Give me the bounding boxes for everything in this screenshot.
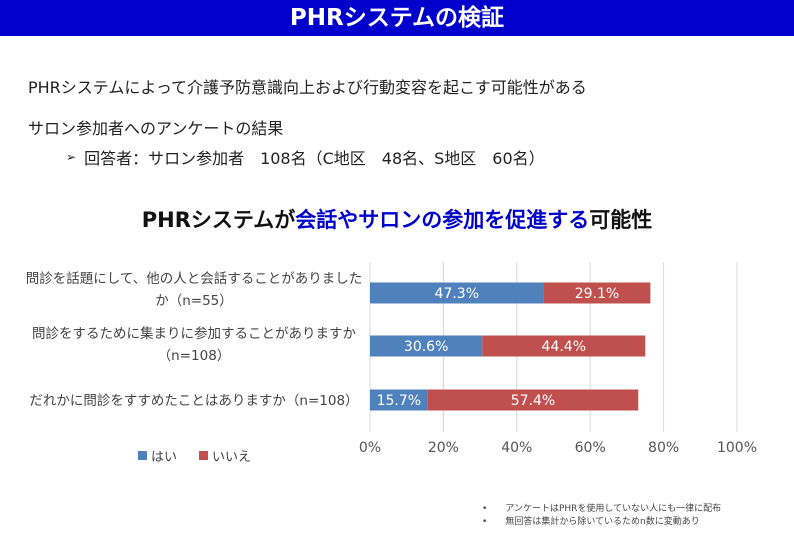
legend-label-yes: はい — [151, 450, 178, 465]
bar-yes-2 — [370, 335, 483, 357]
data-label-no-1: 29.1% — [575, 286, 619, 302]
bar-no-2 — [482, 335, 646, 357]
chart-legend: はい いいえ — [138, 446, 273, 465]
question-label-1-line2: か（n=55） — [155, 293, 233, 309]
legend-swatch-no — [199, 451, 209, 460]
page-title: PHRシステムの検証 — [0, 0, 794, 36]
respondents-text: 回答者：サロン参加者 108名（C地区 48名、S地区 60名） — [84, 149, 545, 168]
legend-item-no: いいえ — [199, 446, 251, 465]
data-label-yes-1: 47.3% — [435, 286, 479, 302]
legend-swatch-yes — [138, 451, 147, 460]
bar-yes-3 — [370, 389, 428, 411]
respondents-bullet: ➢ 回答者：サロン参加者 108名（C地区 48名、S地区 60名） — [66, 145, 545, 169]
intro-text: PHRシステムによって介護予防意識向上および行動変容を起こす可能性がある — [28, 78, 587, 97]
question-label-2: 問診をするために集まりに参加することがありますか （n=108） — [18, 323, 370, 367]
footnote-1: アンケートはPHRを使用していない人にも一律に配布 — [482, 503, 721, 516]
x-tick-label: 60% — [575, 440, 606, 456]
x-tick-label: 80% — [648, 440, 679, 456]
data-label-no-2: 44.4% — [542, 339, 586, 355]
footnote-2: 無回答は集計から除いているためn数に変動あり — [482, 516, 721, 529]
legend-item-yes: はい — [138, 446, 177, 465]
x-tick-label: 100% — [717, 440, 757, 456]
question-label-1: 問診を話題にして、他の人と会話することがありました か（n=55） — [18, 268, 370, 312]
survey-subtitle: サロン参加者へのアンケートの結果 — [28, 119, 284, 138]
bar-no-3 — [427, 389, 639, 411]
bar-yes-1 — [370, 282, 544, 304]
data-label-yes-3: 15.7% — [377, 393, 421, 409]
chart-title: PHRシステムが会話やサロンの参加を促進する可能性 — [0, 204, 794, 234]
x-tick-label: 0% — [359, 440, 381, 456]
question-label-3: だれかに問診をすすめたことはありますか（n=108） — [18, 390, 370, 412]
bar-no-1 — [543, 282, 651, 304]
x-tick-label: 40% — [501, 440, 532, 456]
question-label-2-line1: 問診をするために集まりに参加することがありますか — [32, 326, 356, 342]
chart-title-part1: PHRシステムが — [141, 208, 296, 232]
data-label-no-3: 57.4% — [511, 393, 555, 409]
chart-title-part3: 可能性 — [589, 208, 653, 232]
question-label-2-line2: （n=108） — [157, 348, 231, 364]
chart-title-highlight: 会話やサロンの参加を促進する — [295, 208, 590, 232]
question-label-3-line1: だれかに問診をすすめたことはありますか（n=108） — [29, 393, 359, 409]
arrow-bullet-icon: ➢ — [66, 150, 77, 164]
footnotes: アンケートはPHRを使用していない人にも一律に配布 無回答は集計から除いているた… — [482, 503, 721, 529]
x-tick-label: 20% — [428, 440, 459, 456]
data-label-yes-2: 30.6% — [404, 339, 448, 355]
legend-label-no: いいえ — [212, 450, 252, 465]
question-label-1-line1: 問診を話題にして、他の人と会話することがありました — [25, 271, 363, 287]
